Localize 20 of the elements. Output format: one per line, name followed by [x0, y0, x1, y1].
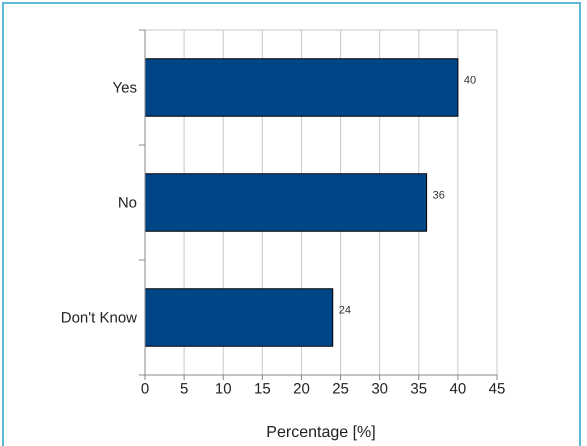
- x-tick-label: 30: [371, 380, 388, 398]
- x-tick-label: 10: [214, 380, 232, 398]
- x-tick-label: 35: [410, 380, 428, 398]
- x-tick-label: 25: [332, 380, 349, 398]
- y-tick-label: Yes: [112, 79, 137, 96]
- x-tick-label: 15: [254, 380, 271, 398]
- y-tick-label: No: [118, 194, 137, 212]
- x-tick-label: 40: [450, 380, 466, 398]
- x-tick-label: 0: [140, 380, 150, 398]
- y-tick-label: Don't Know: [60, 309, 138, 326]
- data-label: 40: [464, 74, 476, 86]
- bar: [144, 58, 458, 117]
- x-tick-label: 45: [488, 380, 506, 398]
- x-tick-label: 5: [180, 380, 188, 398]
- x-tick-label: 20: [293, 380, 310, 398]
- bar: [144, 173, 428, 232]
- data-label: 36: [432, 190, 445, 202]
- bar: [144, 288, 334, 347]
- x-axis-title: Percentage [%]: [266, 424, 376, 441]
- data-label: 24: [338, 304, 351, 316]
